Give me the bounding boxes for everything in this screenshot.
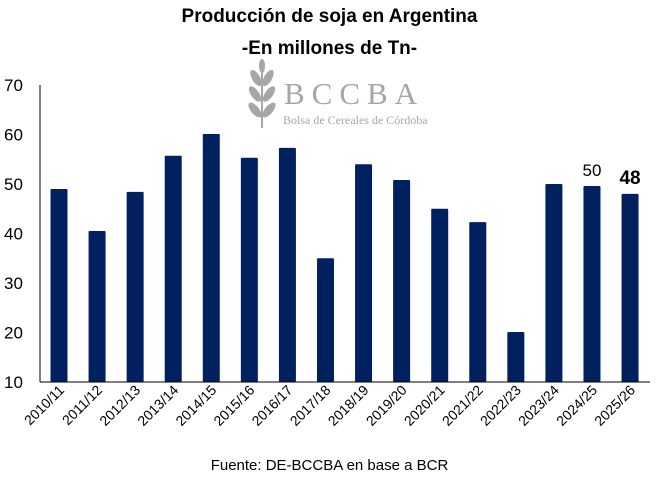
bar-2021/22 (469, 222, 487, 382)
bar-2018/19 (355, 164, 373, 382)
y-tick-label: 40 (4, 225, 23, 244)
bar-2012/13 (126, 191, 144, 382)
y-tick-label: 10 (4, 373, 23, 392)
y-tick-label: 70 (4, 76, 23, 95)
chart-title: Producción de soja en Argentina (181, 6, 478, 27)
y-tick-label: 60 (4, 126, 23, 145)
y-tick-label: 30 (4, 274, 23, 293)
chart-subtitle: -En millones de Tn- (241, 38, 418, 59)
x-tick-label: 2025/26 (591, 382, 638, 429)
bar-2013/14 (164, 155, 182, 382)
x-tick-label: 2021/22 (439, 382, 486, 429)
bar-2025/26 (621, 193, 639, 382)
x-tick-label: 2012/13 (96, 382, 143, 429)
bar-2015/16 (240, 157, 258, 382)
x-tick-label: 2020/21 (401, 382, 448, 429)
logo: BCCBA Bolsa de Cereales de Córdoba (248, 59, 428, 128)
data-label-2024/25: 50 (583, 161, 602, 180)
x-tick-label: 2018/19 (325, 382, 372, 429)
bar-2020/21 (431, 208, 449, 382)
source-note: Fuente: DE-BCCBA en base a BCR (210, 457, 449, 474)
x-tick-label: 2013/14 (134, 382, 181, 429)
x-tick-label: 2015/16 (210, 382, 257, 429)
bar-2014/15 (202, 134, 220, 382)
x-tick-label: 2019/20 (363, 382, 410, 429)
x-tick-label: 2024/25 (553, 382, 600, 429)
x-tick-label: 2016/17 (248, 382, 295, 429)
bar-2024/25 (583, 185, 601, 382)
x-tick-label: 2022/23 (477, 382, 524, 429)
x-tick-label: 2017/18 (287, 382, 334, 429)
bar-2023/24 (545, 184, 563, 382)
wheat-icon (248, 59, 276, 128)
x-tick-label: 2023/24 (515, 382, 562, 429)
logo-subtitle: Bolsa de Cereales de Córdoba (283, 113, 428, 127)
y-tick-label: 50 (4, 175, 23, 194)
x-tick-label: 2010/11 (21, 382, 68, 429)
bar-2016/17 (278, 147, 296, 382)
bar-2017/18 (316, 258, 334, 382)
bar-2010/11 (50, 188, 68, 382)
bar-2019/20 (393, 180, 411, 382)
x-tick-label: 2014/15 (172, 382, 219, 429)
logo-name: BCCBA (284, 76, 424, 111)
bar-2011/12 (88, 231, 106, 382)
y-tick-label: 20 (4, 324, 23, 343)
bar-2022/23 (507, 332, 525, 382)
data-label-2025/26: 48 (619, 168, 640, 189)
